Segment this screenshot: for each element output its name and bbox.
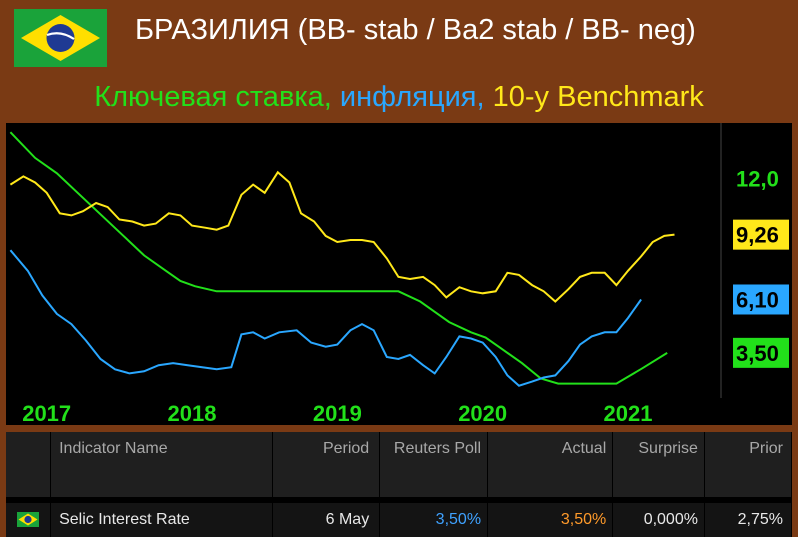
header-reuters-poll: Reuters Poll <box>379 432 489 500</box>
x-tick-label: 2017 <box>22 401 71 425</box>
row-indicator-name: Selic Interest Rate <box>50 497 273 537</box>
page-title: БРАЗИЛИЯ (BB- stab / Ba2 stab / BB- neg) <box>135 14 696 46</box>
brazil-flag-icon <box>14 9 107 67</box>
x-tick-label: 2021 <box>604 401 653 425</box>
subtitle-band <box>0 72 798 122</box>
subtitle-benchmark: 10-y Benchmark <box>492 81 704 113</box>
axis-label-text: 6,10 <box>736 287 779 312</box>
x-tick-label: 2020 <box>458 401 507 425</box>
header-flag-cell <box>6 432 52 500</box>
axis-value-label: 12,0 <box>736 166 779 191</box>
table-row[interactable]: Selic Interest Rate 6 May 3,50% 3,50% 0,… <box>6 497 793 537</box>
indicator-table: Indicator Name Period Reuters Poll Actua… <box>6 432 793 537</box>
x-tick-label: 2018 <box>168 401 217 425</box>
header-period: Period <box>272 432 381 500</box>
x-tick-label: 2019 <box>313 401 362 425</box>
axis-label-box <box>733 284 789 315</box>
series-line-1 <box>9 249 642 387</box>
subtitle-rate: Ключевая ставка, <box>94 81 340 113</box>
row-period: 6 May <box>272 497 381 537</box>
header-surprise: Surprise <box>612 432 705 500</box>
row-reuters-poll: 3,50% <box>379 497 489 537</box>
line-chart: 2017 2018 2019 2020 2021 12,0 9,26 6,10 3,50 <box>9 123 789 425</box>
axis-value-label: 3,50 <box>733 337 789 368</box>
series-line-0 <box>9 131 668 385</box>
brazil-flag-icon <box>17 512 40 528</box>
header-bar: БРАЗИЛИЯ (BB- stab / Ba2 stab / BB- neg) <box>0 0 798 72</box>
chart-subtitle: Ключевая ставка, инфляция, 10-y Benchmar… <box>0 81 798 114</box>
subtitle-inflation: инфляция, <box>339 81 493 113</box>
axis-label-text: 3,50 <box>736 341 779 366</box>
axis-label-text: 12,0 <box>736 166 779 191</box>
axis-label-box <box>733 337 789 368</box>
row-actual: 3,50% <box>487 497 614 537</box>
axis-label-text: 9,26 <box>736 223 779 248</box>
header-indicator-name: Indicator Name <box>50 432 273 500</box>
axis-label-box <box>733 219 789 250</box>
header-actual: Actual <box>487 432 614 500</box>
series-line-2 <box>9 170 675 303</box>
row-prior: 2,75% <box>704 497 793 537</box>
header-prior: Prior <box>704 432 793 500</box>
chart-area: 2017 2018 2019 2020 2021 12,0 9,26 6,10 3,50 <box>6 123 792 425</box>
row-surprise: 0,000% <box>612 497 705 537</box>
axis-value-label: 6,10 <box>733 284 789 315</box>
axis-value-label: 9,26 <box>733 219 789 250</box>
row-flag-cell <box>6 497 52 537</box>
